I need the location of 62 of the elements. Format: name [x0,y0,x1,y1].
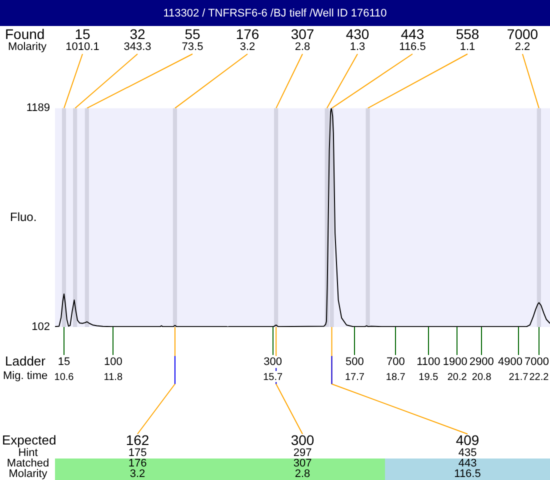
text: Ladder [5,354,46,369]
x-tick-label: 18.7 [386,372,406,383]
text: Hint [18,447,38,460]
text: 176 [128,458,147,470]
text: 430 [346,26,370,42]
y-tick-label: 1189 [26,102,50,114]
text: 175 [128,447,147,460]
x-tick-label: 11.8 [104,372,123,383]
annotation: 1010.1 [66,41,100,54]
text: Molarity [8,468,48,480]
annotation: 7000 [524,356,550,368]
text: 116.5 [454,468,481,480]
text: 2.8 [294,468,310,480]
text: Matched [6,458,50,470]
text: 307 [293,458,312,470]
annotation: 116.5 [399,41,426,54]
annotation: 1100 [416,356,440,368]
annotation: 73.5 [182,41,204,54]
x-tick-label: 17.7 [344,372,365,383]
text: 443 [458,458,477,470]
text: 55 [184,26,200,42]
annotation: 1900 [442,356,468,368]
annotation: 300 [290,432,314,448]
annotation: 2.2 [514,41,530,54]
x-axis-title: Mig. time [3,370,48,382]
annotation: 300 [264,356,282,368]
x-tick-label: 22.2 [529,372,550,383]
annotation: 700 [386,356,405,368]
text: Molarity [8,41,48,54]
annotation: 15 [58,356,70,368]
text: 435 [458,447,477,460]
annotation: 1.3 [350,41,366,54]
x-tick-label: 10.6 [54,372,74,383]
text: Expected [2,432,56,448]
annotation: 1.1 [460,41,476,54]
text: 176 [236,26,260,42]
annotation: 2900 [469,356,494,368]
x-tick-label: 15.7 [263,372,283,383]
text: 307 [290,26,314,42]
y-tick-label: 102 [32,321,50,334]
x-tick-label: 20.2 [447,372,468,383]
annotation: 3.2 [240,41,256,54]
text: 15 [74,26,90,42]
text: 3.2 [130,468,146,480]
text: 7000 [506,26,538,42]
annotation: 162 [126,432,150,448]
x-tick-label: 19.5 [418,372,439,383]
annotation: 100 [104,356,122,368]
text: 297 [293,447,312,460]
text: 558 [456,26,480,42]
x-tick-label: 20.8 [472,372,492,383]
text: Found [5,26,45,42]
annotation: 500 [346,356,364,368]
text: 443 [400,26,424,42]
annotation: 409 [456,432,480,448]
annotation: 343.3 [124,41,152,54]
x-tick-label: 21.7 [508,372,529,383]
text: 32 [130,26,146,42]
annotation: 2.8 [294,41,310,54]
chart-title: 113302 / TNFRSF6-6 /BJ tielf /Well ID 176110 [163,8,387,20]
y-axis-title: Fluo. [10,210,37,224]
annotation: 4900 [498,356,523,368]
